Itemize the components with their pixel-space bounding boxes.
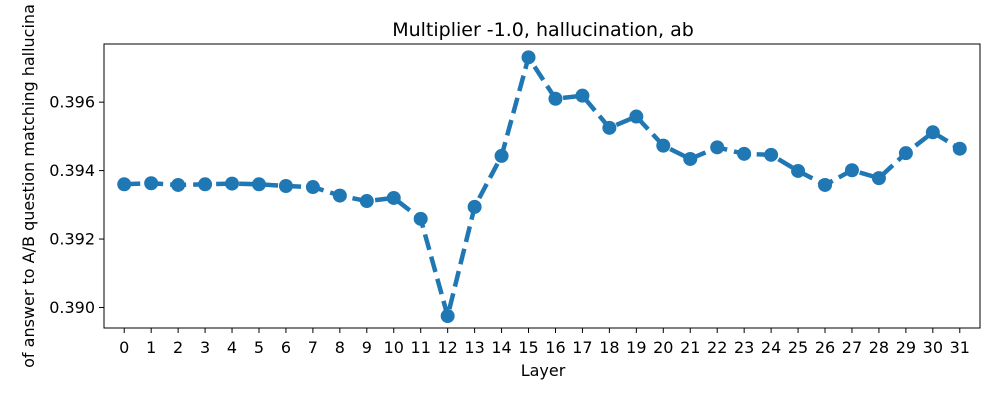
data-point-layer-3 (198, 177, 213, 192)
x-tick-label: 27 (842, 338, 862, 357)
data-point-layer-18 (602, 120, 617, 135)
data-point-layer-9 (359, 194, 374, 209)
x-tick-label: 4 (227, 338, 237, 357)
data-point-layer-11 (413, 211, 428, 226)
x-tick-label: 16 (545, 338, 565, 357)
plot-area (103, 43, 981, 329)
data-point-layer-22 (710, 140, 725, 155)
x-tick-label: 8 (335, 338, 345, 357)
data-point-layer-13 (467, 199, 482, 214)
y-tick-label: 0.392 (49, 230, 95, 249)
x-tick-label: 10 (384, 338, 404, 357)
data-point-layer-26 (818, 177, 833, 192)
data-point-layer-2 (171, 177, 186, 192)
x-tick-label: 30 (923, 338, 943, 357)
x-tick-label: 22 (707, 338, 727, 357)
x-tick-label: 1 (146, 338, 156, 357)
y-tick-label: 0.390 (49, 298, 95, 317)
chart-title: Multiplier -1.0, hallucination, ab (392, 19, 694, 41)
series-layer (117, 50, 967, 324)
data-point-layer-25 (791, 163, 806, 178)
data-point-layer-14 (494, 148, 509, 163)
data-point-layer-31 (952, 141, 967, 156)
x-tick-label: 0 (119, 338, 129, 357)
y-axis: 0.390 0.392 0.394 0.396 (49, 93, 104, 317)
data-point-layer-20 (656, 138, 671, 153)
x-tick-label: 23 (734, 338, 754, 357)
x-tick-label: 15 (518, 338, 538, 357)
data-point-layer-29 (898, 146, 913, 161)
x-tick-label: 5 (254, 338, 264, 357)
x-tick-label: 11 (411, 338, 431, 357)
data-point-layer-1 (144, 176, 159, 191)
data-point-layer-23 (737, 146, 752, 161)
x-tick-label: 26 (815, 338, 835, 357)
x-tick-label: 24 (761, 338, 781, 357)
x-tick-label: 25 (788, 338, 808, 357)
x-tick-label: 17 (572, 338, 592, 357)
x-tick-label: 18 (599, 338, 619, 357)
x-tick-label: 3 (200, 338, 210, 357)
series-line (124, 55, 961, 319)
x-axis-label: Layer (521, 361, 566, 380)
x-tick-label: 28 (869, 338, 889, 357)
data-point-layer-4 (225, 176, 240, 191)
x-tick-label: 21 (680, 338, 700, 357)
x-tick-label: 2 (173, 338, 183, 357)
y-tick-label: 0.396 (49, 93, 95, 112)
data-point-layer-12 (440, 309, 455, 324)
x-tick-label: 9 (362, 338, 372, 357)
y-tick-label: 0.394 (49, 161, 95, 180)
data-point-layer-19 (629, 109, 644, 124)
data-point-layer-16 (548, 91, 563, 106)
data-point-layer-6 (278, 179, 293, 193)
x-tick-label: 14 (491, 338, 511, 357)
data-point-layer-17 (575, 88, 590, 103)
data-point-layer-24 (764, 147, 779, 162)
y-axis-label: of answer to A/B question matching hallu… (19, 4, 38, 368)
x-tick-label: 13 (464, 338, 484, 357)
x-tick-label: 7 (308, 338, 318, 357)
x-tick-label: 12 (437, 338, 457, 357)
data-point-layer-15 (521, 50, 536, 65)
x-tick-label: 31 (950, 338, 970, 357)
data-point-layer-8 (332, 188, 347, 203)
x-tick-label: 29 (896, 338, 916, 357)
data-point-layer-28 (871, 171, 886, 186)
data-point-layer-7 (305, 180, 320, 195)
x-tick-label: 19 (626, 338, 646, 357)
x-axis: 0 1 2 3 4 5 6 7 8 9 10 11 12 13 14 15 16 17 18 19 20 21 22 23 24… (119, 328, 970, 357)
data-point-layer-30 (925, 125, 940, 140)
data-point-layer-5 (251, 177, 266, 192)
data-point-layer-10 (386, 190, 401, 205)
data-point-layer-21 (683, 151, 698, 166)
x-tick-label: 20 (653, 338, 673, 357)
data-point-layer-0 (117, 177, 132, 192)
data-point-layer-27 (844, 163, 859, 178)
x-tick-label: 6 (281, 338, 291, 357)
